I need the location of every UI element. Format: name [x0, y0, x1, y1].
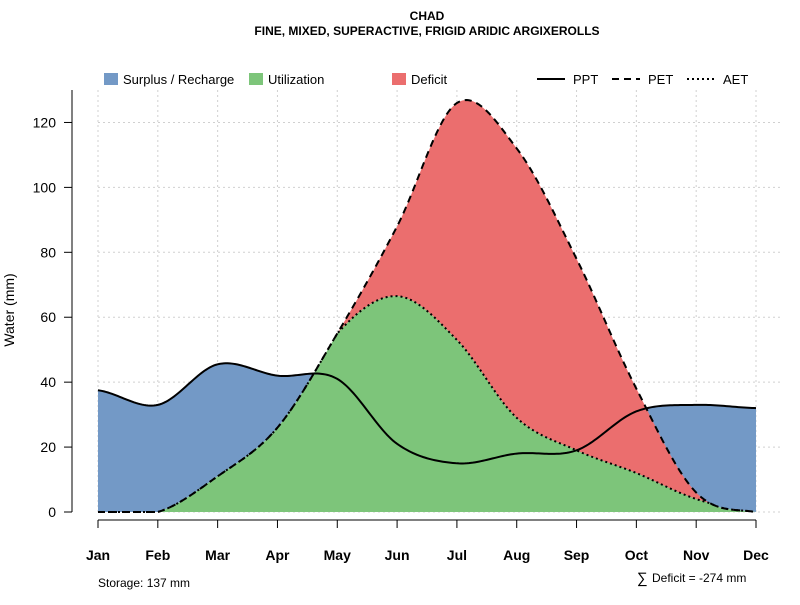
chart-title: CHAD	[410, 9, 445, 23]
y-axis-label: Water (mm)	[1, 273, 17, 346]
x-tick-label: Aug	[503, 547, 530, 563]
legend: Surplus / Recharge Utilization Deficit P…	[104, 72, 748, 87]
x-tick-label: May	[324, 547, 351, 563]
legend-label-surplus: Surplus / Recharge	[123, 72, 234, 87]
y-tick-label: 80	[40, 244, 56, 260]
y-tick-label: 20	[40, 439, 56, 455]
x-tick-label: Jan	[86, 547, 110, 563]
y-tick-label: 100	[33, 179, 57, 195]
legend-swatch-surplus	[104, 73, 118, 85]
x-tick-label: Sep	[564, 547, 590, 563]
deficit-annotation: Deficit = -274 mm	[652, 571, 746, 585]
pet-line	[98, 99, 757, 513]
x-tick-label: Nov	[683, 547, 710, 563]
x-tick-label: Apr	[265, 547, 290, 563]
x-tick-label: Jul	[447, 547, 467, 563]
legend-label-aet: AET	[723, 72, 748, 87]
deficit-area	[98, 100, 756, 512]
sum-icon: ∑	[637, 570, 648, 587]
x-tick-label: Oct	[625, 547, 649, 563]
y-tick-label: 120	[33, 114, 57, 130]
y-ticks: 0 20 40 60 80 100 120	[33, 114, 72, 520]
legend-swatch-utilization	[249, 73, 263, 85]
legend-label-deficit: Deficit	[411, 72, 448, 87]
x-tick-label: Dec	[743, 547, 769, 563]
aet-line	[98, 295, 757, 513]
x-tick-label: Jun	[385, 547, 410, 563]
x-ticks: Jan Feb Mar Apr May Jun Jul Aug Sep Oct Nov Dec	[86, 520, 769, 563]
utilization-area	[98, 296, 756, 512]
y-tick-label: 60	[40, 309, 56, 325]
x-tick-label: Mar	[205, 547, 230, 563]
y-tick-label: 40	[40, 374, 56, 390]
legend-label-ppt: PPT	[573, 72, 598, 87]
storage-annotation: Storage: 137 mm	[98, 576, 190, 590]
series-lines	[97, 99, 757, 513]
y-tick-label: 0	[48, 504, 56, 520]
area-fills	[98, 100, 756, 512]
chart-subtitle: FINE, MIXED, SUPERACTIVE, FRIGID ARIDIC …	[254, 24, 599, 38]
legend-swatch-deficit	[392, 73, 406, 85]
x-tick-label: Feb	[145, 547, 170, 563]
legend-label-pet: PET	[648, 72, 673, 87]
legend-label-utilization: Utilization	[268, 72, 324, 87]
